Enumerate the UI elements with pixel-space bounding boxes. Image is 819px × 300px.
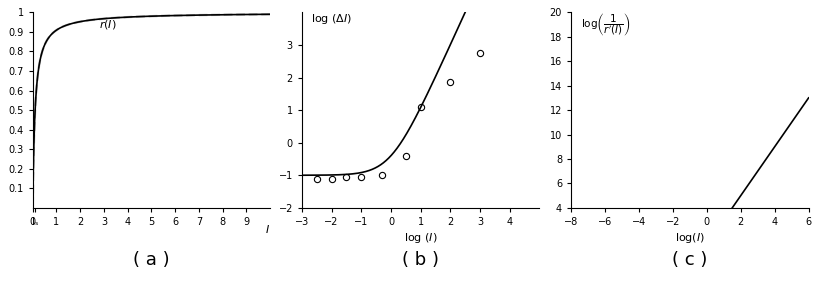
Text: ( a ): ( a ) <box>133 251 170 269</box>
Text: $\log\!\left(\dfrac{1}{r'(I)}\right)$: $\log\!\left(\dfrac{1}{r'(I)}\right)$ <box>580 12 629 38</box>
Text: $\log\,(\Delta I)$: $\log\,(\Delta I)$ <box>311 12 352 26</box>
Text: $\log\,(I)$: $\log\,(I)$ <box>404 231 437 245</box>
Text: $r(I)$: $r(I)$ <box>99 18 117 31</box>
Text: ( b ): ( b ) <box>401 251 439 269</box>
Text: $I$: $I$ <box>265 224 270 236</box>
Text: ( c ): ( c ) <box>672 251 707 269</box>
Text: $\log(I)$: $\log(I)$ <box>674 231 704 245</box>
